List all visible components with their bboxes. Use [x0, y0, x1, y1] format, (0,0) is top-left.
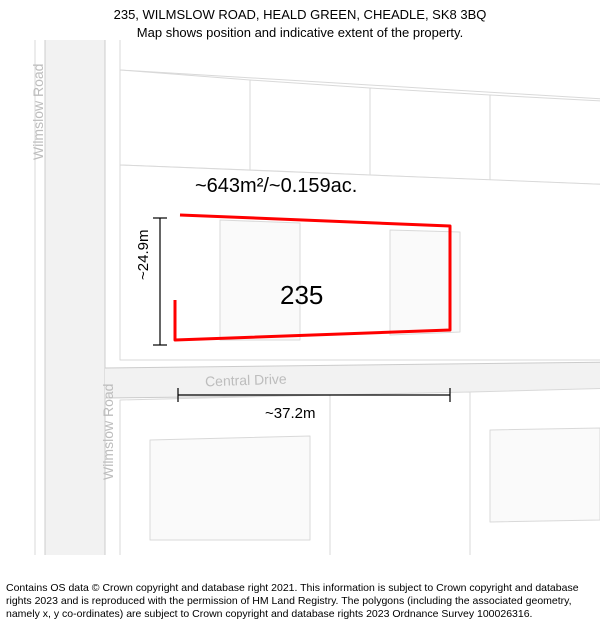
header-line1: 235, WILMSLOW ROAD, HEALD GREEN, CHEADLE… [0, 6, 600, 24]
house-number: 235 [280, 280, 323, 311]
area-label: ~643m²/~0.159ac. [195, 175, 357, 198]
road-label-wilmslow-1: Wilmslow Road [30, 64, 46, 160]
road-label-central: Central Drive [205, 371, 287, 390]
footer: Contains OS data © Crown copyright and d… [6, 582, 594, 621]
dim-horizontal-label: ~37.2m [265, 405, 315, 422]
road-label-wilmslow-2: Wilmslow Road [100, 384, 116, 480]
footer-text: Contains OS data © Crown copyright and d… [6, 582, 579, 620]
header-line2: Map shows position and indicative extent… [0, 24, 600, 42]
dim-vertical-label: ~24.9m [135, 230, 152, 280]
header: 235, WILMSLOW ROAD, HEALD GREEN, CHEADLE… [0, 6, 600, 41]
